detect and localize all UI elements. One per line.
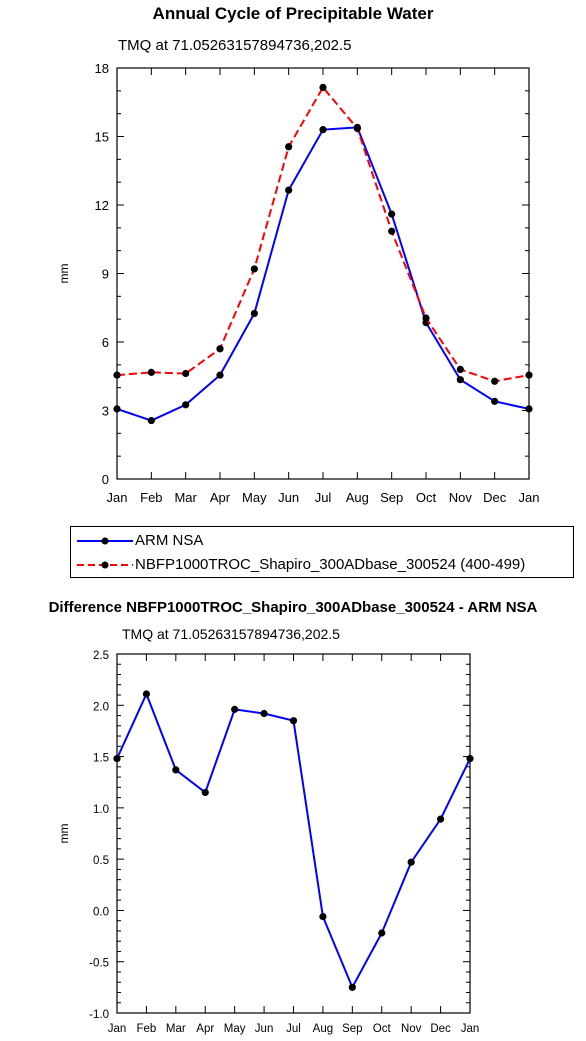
legend-item-arm-nsa: ARM NSA (71, 529, 573, 553)
chart1-xtick-label: Dec (483, 490, 507, 505)
chart1-series-0-point (216, 371, 224, 379)
chart1-xtick-label: Jan (107, 490, 128, 505)
chart1-xtick-label: Oct (416, 490, 437, 505)
chart2-xtick-label: Jul (286, 1023, 301, 1035)
chart2-xtick-label: Aug (313, 1023, 333, 1035)
chart2-series-0-point (466, 755, 474, 763)
chart2-xtick-label: Jun (255, 1023, 274, 1035)
chart1-ytick-label: 9 (102, 267, 109, 282)
legend-label-arm-nsa: ARM NSA (135, 532, 204, 549)
chart1-series-1-point (319, 83, 327, 92)
legend-item-model: NBFP1000TROC_Shapiro_300ADbase_300524 (4… (71, 553, 573, 577)
chart1-ytick-label: 18 (95, 61, 109, 76)
chart2-ytick-label: 0.0 (93, 906, 109, 918)
chart2-ytick-label: 2.5 (93, 650, 109, 662)
chart1-series-0-point (147, 416, 155, 425)
chart1-xtick-label: Feb (140, 490, 162, 505)
chart1-xtick-label: Aug (346, 490, 369, 505)
chart2-series-0-point (378, 929, 386, 937)
chart1-series-1-point (353, 124, 361, 133)
chart2-series-0-point (201, 788, 209, 797)
chart2-frame (116, 653, 471, 1014)
chart2-xtick-label: Mar (166, 1023, 186, 1035)
chart1-series-0-point (113, 405, 121, 413)
chart1-xtick-label: Apr (210, 490, 231, 505)
chart2-xtick-label: Dec (430, 1023, 451, 1035)
chart2-ytick-label: 2.0 (93, 701, 109, 713)
chart1-ytick-label: 0 (102, 472, 109, 487)
chart2-ytick-label: -1.0 (89, 1009, 109, 1021)
chart1-series-1-point (525, 371, 533, 379)
chart1-series-1-point (216, 345, 224, 353)
chart1-xtick-label: Jun (278, 490, 299, 505)
chart2-series-0-point (436, 815, 445, 823)
chart1-series-0-line (116, 126, 530, 422)
chart1-series-0-point (250, 309, 258, 318)
chart1-series-1-point (491, 377, 499, 385)
chart2-series-0-point (319, 912, 327, 921)
chart2-series-0-point (348, 983, 356, 991)
chart1-title: Annual Cycle of Precipitable Water (152, 4, 434, 23)
chart1-series-1-point (285, 143, 293, 151)
chart1-series-1-point (388, 227, 396, 235)
chart1-xtick-label: Mar (174, 490, 197, 505)
chart2-ytick-label: 1.0 (93, 804, 109, 816)
chart2-xtick-label: Jan (108, 1023, 127, 1035)
chart1-series-0-point (456, 376, 464, 384)
legend-swatch-arm-nsa (77, 537, 133, 545)
chart2-series-0-point (142, 690, 151, 698)
chart1-plot: Jan Feb Mar Apr May Jun Jul Aug Sep Oct Nov Dec Jan 0… (57, 61, 540, 505)
chart2-series-0-line (116, 691, 471, 990)
chart2-series-0-point (260, 709, 268, 718)
legend-label-model: NBFP1000TROC_Shapiro_300ADbase_300524 (4… (135, 556, 526, 573)
chart1-legend: ARM NSA NBFP1000TROC_Shapiro_300ADbase_3… (70, 526, 574, 578)
chart2-series-0-point (113, 755, 121, 763)
chart1-series-1-point (456, 365, 464, 373)
chart2-xtick-label: Sep (342, 1023, 362, 1035)
chart1-series-1-point (113, 371, 121, 379)
chart1-series-1-point (147, 368, 155, 376)
chart1-ytick-label: 6 (102, 335, 109, 350)
chart2-xtick-label: Oct (373, 1023, 392, 1035)
chart1-series-0-point (182, 401, 190, 409)
chart1-series-0-point (285, 186, 293, 194)
chart1-series-1-point (182, 369, 190, 378)
chart2-ylabel: mm (57, 824, 71, 844)
chart1-ytick-label: 15 (95, 130, 109, 145)
chart1-xtick-label: Nov (449, 490, 473, 505)
chart1-series-0-point (525, 405, 533, 413)
chart2-series-0-point (172, 766, 180, 774)
chart2-ytick-label: 1.5 (93, 753, 109, 765)
chart2-title: Difference NBFP1000TROC_Shapiro_300ADbas… (48, 599, 538, 616)
chart2-series-0-point (407, 858, 415, 866)
chart2-ytick-label: 0.5 (93, 855, 109, 867)
chart1-xtick-label: Jan (519, 490, 540, 505)
chart2-xtick-label: Apr (196, 1023, 214, 1035)
chart1-ylabel: mm (57, 264, 71, 284)
chart1-xtick-label: May (242, 490, 267, 505)
chart2-xtick-label: Nov (401, 1023, 422, 1035)
chart1-series-1-point (250, 265, 258, 273)
chart1-ytick-label: 3 (102, 404, 109, 419)
chart2-xtick-label: Feb (137, 1023, 157, 1035)
chart1-series-0-point (491, 397, 499, 405)
chart2-xtick-label: May (224, 1023, 246, 1035)
chart1-ytick-label: 12 (95, 198, 109, 213)
chart1-subtitle: TMQ at 71.05263157894736,202.5 (118, 37, 352, 54)
chart1-xtick-label: Jul (315, 490, 332, 505)
chart1-xtick-label: Sep (380, 490, 403, 505)
chart2-subtitle: TMQ at 71.05263157894736,202.5 (122, 626, 340, 642)
chart2-series-0-point (231, 705, 239, 713)
chart1-series-1-point (422, 314, 430, 322)
chart2-series-0-point (289, 717, 298, 725)
chart2-ytick-label: -0.5 (89, 958, 109, 970)
chart2-xtick-label: Jan (461, 1023, 480, 1035)
chart1-series-0-point (388, 210, 396, 218)
legend-swatch-model (77, 561, 133, 569)
chart1-series-0-point (319, 126, 327, 134)
